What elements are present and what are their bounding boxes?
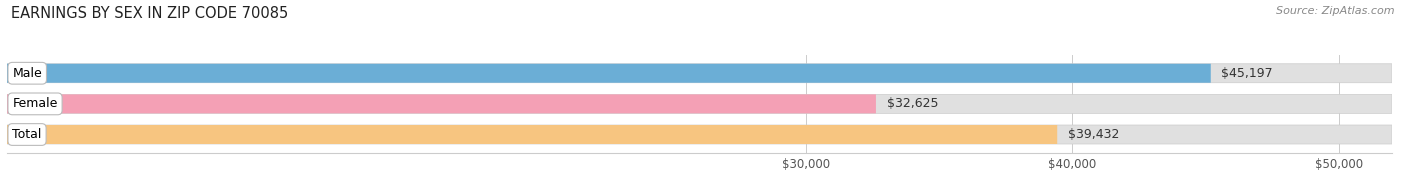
Text: Male: Male bbox=[13, 67, 42, 80]
FancyBboxPatch shape bbox=[7, 94, 1392, 113]
Text: $45,197: $45,197 bbox=[1222, 67, 1272, 80]
Text: Total: Total bbox=[13, 128, 42, 141]
FancyBboxPatch shape bbox=[7, 64, 1211, 83]
Text: Source: ZipAtlas.com: Source: ZipAtlas.com bbox=[1277, 6, 1395, 16]
Text: Female: Female bbox=[13, 97, 58, 110]
FancyBboxPatch shape bbox=[7, 125, 1392, 144]
FancyBboxPatch shape bbox=[7, 64, 1392, 83]
Text: EARNINGS BY SEX IN ZIP CODE 70085: EARNINGS BY SEX IN ZIP CODE 70085 bbox=[11, 6, 288, 21]
FancyBboxPatch shape bbox=[7, 94, 876, 113]
Text: $39,432: $39,432 bbox=[1069, 128, 1119, 141]
Text: $32,625: $32,625 bbox=[887, 97, 938, 110]
FancyBboxPatch shape bbox=[7, 125, 1057, 144]
